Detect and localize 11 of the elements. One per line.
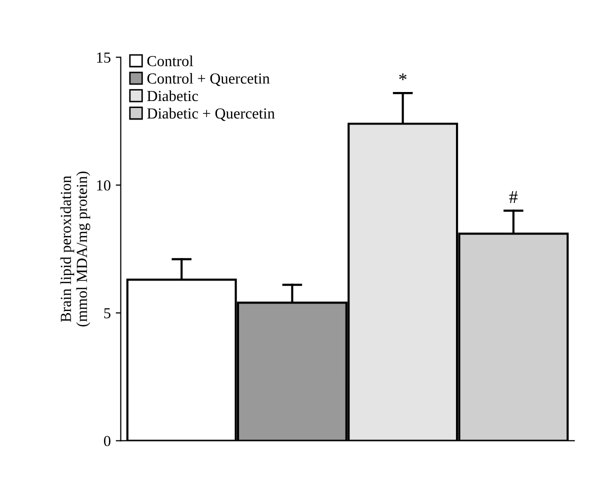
legend-label: Control + Quercetin: [147, 72, 270, 86]
legend-label: Control: [147, 55, 194, 66]
annotation: #: [509, 191, 518, 203]
y-tick-label: 10: [97, 180, 110, 191]
y-axis-title: Brain lipid peroxidation (mmol MDA/mg protein): [60, 172, 90, 326]
y-tick-label: 5: [104, 308, 110, 318]
legend-label: Diabetic: [147, 90, 198, 102]
annotation: *: [399, 74, 406, 80]
y-tick-label: 0: [104, 436, 110, 446]
legend-label: Diabetic + Quercetin: [147, 108, 275, 121]
y-tick-label: 15: [97, 52, 110, 63]
